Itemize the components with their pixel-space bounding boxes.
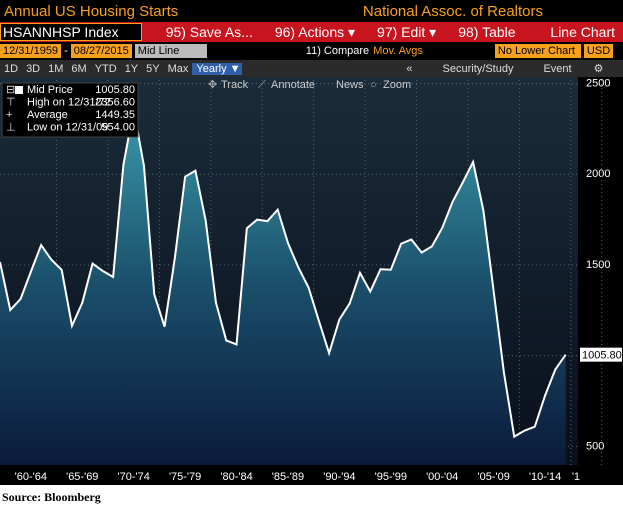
legend-swatch: [15, 86, 23, 94]
source-name: National Assoc. of Realtors: [362, 2, 543, 20]
x-tick-label: '95-'99: [375, 471, 407, 483]
period[interactable]: Max: [167, 62, 189, 75]
x-tick-label: '75-'79: [169, 471, 201, 483]
period[interactable]: YTD: [94, 62, 117, 75]
x-tick-label: '90-'94: [323, 471, 355, 483]
legend-value: 1449.35: [95, 109, 135, 121]
tool-icon: ✥: [208, 79, 217, 91]
y-tick-label: 2000: [586, 168, 610, 180]
field-bar: 12/31/1959 - 08/27/2015 Mid Line 11) Com…: [0, 42, 623, 60]
period[interactable]: 1Y: [124, 62, 139, 75]
x-tick-label: '65-'69: [66, 471, 98, 483]
tool-icon: ○: [370, 79, 377, 91]
legend-icon: ⊥: [6, 121, 16, 133]
frequency[interactable]: Yearly ▼: [192, 62, 243, 75]
overlay[interactable]: Mov. Avgs: [373, 45, 423, 57]
legend-name: Average: [27, 109, 68, 121]
x-tick-label: '85-'89: [272, 471, 304, 483]
area: [0, 109, 566, 465]
legend: ⊟ Mid Price 1005.80 ⊤ High on 12/31/722356.6…: [1, 82, 139, 138]
period-bar: 1D 3D 1M 6M YTD 1Y 5Y Max Yearly ▼ « Sec…: [0, 60, 623, 77]
y-tick-label: 1500: [586, 259, 610, 271]
x-tick-label: '60-'64: [15, 471, 47, 483]
menu-item[interactable]: 98) Table: [458, 24, 516, 40]
value-label: 1005.80: [582, 350, 622, 362]
legend-value: 2356.60: [95, 96, 135, 108]
tool[interactable]: Track: [221, 79, 249, 91]
legend-icon: ⊤: [6, 96, 16, 108]
collapse[interactable]: «: [406, 62, 413, 75]
compare[interactable]: 11) Compare: [305, 45, 370, 57]
chart-kind[interactable]: Line Chart: [550, 24, 615, 40]
title: Annual US Housing Starts: [4, 2, 179, 20]
x-tick-label: '05-'09: [477, 471, 509, 483]
tool[interactable]: Zoom: [383, 79, 411, 91]
study[interactable]: Security/Study: [442, 62, 514, 75]
y-tick-label: 500: [586, 440, 604, 452]
source-note: Source: Bloomberg: [2, 490, 101, 504]
period[interactable]: 6M: [71, 62, 87, 75]
lower-chart[interactable]: No Lower Chart: [494, 44, 581, 58]
gear-icon[interactable]: ⚙: [593, 63, 604, 75]
price-field[interactable]: Mid Line: [134, 44, 207, 58]
legend-name: High on 12/31/72: [27, 96, 111, 108]
period[interactable]: 5Y: [146, 62, 160, 75]
x-tick-label: '10-'14: [529, 471, 561, 483]
currency[interactable]: USD: [583, 44, 614, 58]
event[interactable]: Event: [543, 62, 572, 75]
legend-icon: +: [6, 109, 12, 121]
menu-item[interactable]: 97) Edit ▾: [377, 23, 437, 40]
value-label-box: [580, 347, 622, 362]
end-date[interactable]: 08/27/2015: [70, 44, 132, 58]
period[interactable]: 1D: [4, 62, 19, 75]
dash: -: [64, 45, 68, 57]
chart-tools: ✥ Track ⟋ Annotate News ○ Zoom: [208, 79, 411, 91]
legend-name: Low on 12/31/09: [27, 121, 108, 133]
x-tick-label: '80-'84: [220, 471, 252, 483]
tool-icon: ⟋: [258, 79, 266, 91]
legend-value: 554.00: [101, 121, 135, 133]
menu-bar: HSANNHSP Index 95) Save As... 96) Action…: [0, 22, 623, 42]
line: [0, 109, 567, 439]
menu-item[interactable]: 96) Actions ▾: [274, 23, 356, 40]
legend-icon: ⊟: [6, 84, 15, 96]
legend-box: [1, 82, 139, 138]
legend-name: Mid Price: [27, 84, 73, 96]
x-tick-label: '00-'04: [426, 471, 458, 483]
tool[interactable]: News: [336, 79, 364, 91]
chart: 5001000150020002500'60-'64'65-'69'70-'74…: [0, 77, 623, 485]
x-tick-label: '1: [572, 471, 580, 483]
start-date[interactable]: 12/31/1959: [0, 44, 62, 58]
period[interactable]: 1M: [48, 62, 64, 75]
tool[interactable]: Annotate: [271, 79, 315, 91]
menu-item[interactable]: 95) Save As...: [165, 24, 253, 40]
y-tick-label: 2500: [586, 78, 610, 90]
period[interactable]: 3D: [26, 62, 41, 75]
legend-value: 1005.80: [95, 84, 135, 96]
title-bar: Annual US Housing Starts National Assoc.…: [0, 0, 623, 22]
ticker[interactable]: HSANNHSP Index: [0, 23, 142, 41]
x-tick-label: '70-'74: [118, 471, 150, 483]
